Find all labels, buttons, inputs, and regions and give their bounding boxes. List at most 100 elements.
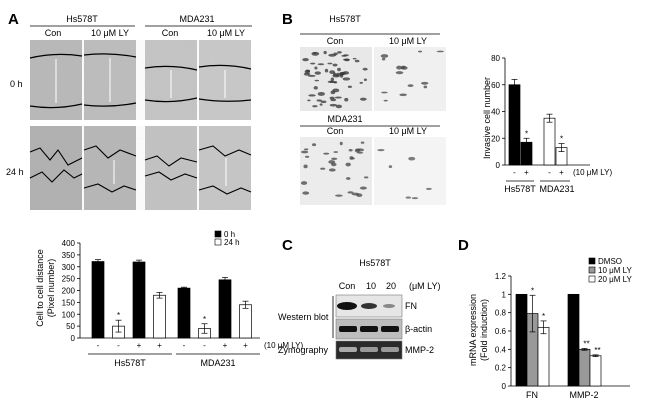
panel-b-cell-blob bbox=[339, 73, 344, 78]
panel-b-cell-blob bbox=[320, 100, 327, 104]
panel-c-dose-10: 10 bbox=[366, 281, 376, 291]
panel-d-star: * bbox=[531, 286, 534, 295]
panel-c-dose-con: Con bbox=[339, 281, 356, 291]
panel-b-cell-blob bbox=[360, 141, 365, 144]
panel-a-star: * bbox=[203, 315, 206, 324]
panel-b-cell-mda231: MDA231 bbox=[327, 114, 362, 124]
panel-c-band-actin: β-actin bbox=[405, 324, 432, 334]
panel-b-cell-blob bbox=[423, 85, 428, 89]
panel-a-bar bbox=[239, 304, 252, 339]
panel-a-col-con-1: Con bbox=[45, 28, 62, 38]
panel-b-cell-blob bbox=[377, 148, 385, 152]
panel-b-cell-blob bbox=[381, 57, 386, 61]
panel-b-cell-blob bbox=[329, 70, 335, 75]
panel-b-cell-blob bbox=[334, 96, 342, 99]
panel-b-cell-blob bbox=[351, 192, 360, 196]
panel-b-cell-blob bbox=[363, 176, 369, 179]
panel-b-cell-blob bbox=[312, 105, 318, 108]
panel-d-star: * bbox=[542, 312, 545, 321]
panel-b-treatment: (10 μM LY) bbox=[573, 168, 612, 177]
panel-b-sign: + bbox=[559, 168, 564, 177]
panel-a-ytick-label: 200 bbox=[62, 287, 76, 296]
panel-b-cell-blob bbox=[399, 93, 407, 97]
panel-a-sign: - bbox=[183, 341, 186, 350]
panel-b-cell-blob bbox=[332, 74, 340, 78]
panel-b-cell-blob bbox=[314, 79, 320, 82]
panel-b-ytick-label: 60 bbox=[491, 81, 500, 90]
panel-b-col-ly-2: 10 μM LY bbox=[389, 126, 427, 136]
panel-a-ytick-label: 400 bbox=[62, 239, 76, 248]
panel-a-sign: + bbox=[157, 341, 162, 350]
panel-b-cell-blob bbox=[359, 81, 363, 84]
panel-a-group-label: Hs578T bbox=[114, 358, 146, 368]
panel-b-cell-blob bbox=[334, 194, 343, 197]
panel-a-legend-label: 0 h bbox=[224, 230, 235, 239]
panel-a-col-ly-2: 10 μM LY bbox=[207, 28, 245, 38]
panel-c-band-mmp2: MMP-2 bbox=[405, 345, 434, 355]
panel-b-cell-blob bbox=[388, 165, 393, 169]
panel-b-cell-blob bbox=[328, 53, 337, 57]
panel-b-col-con-1: Con bbox=[327, 36, 344, 46]
panel-b-group-label: Hs578T bbox=[504, 184, 536, 194]
panel-b-cell-blob bbox=[342, 77, 351, 81]
panel-a-legend-swatch bbox=[214, 238, 222, 246]
panel-b-cell-blob bbox=[328, 168, 336, 172]
panel-a-bar bbox=[218, 279, 232, 339]
panel-d-ylabel-line1: mRNA expression bbox=[468, 294, 478, 366]
panel-a-sign: + bbox=[223, 341, 228, 350]
panel-a-time-0h: 0 h bbox=[10, 79, 23, 89]
panel-b-cell-blob bbox=[323, 152, 330, 155]
panel-b-cell-blob bbox=[359, 97, 367, 101]
panel-b-cell-blob bbox=[436, 50, 444, 53]
panel-b-sign: - bbox=[513, 168, 516, 177]
panel-b-cell-blob bbox=[324, 68, 329, 73]
panel-a-sign: - bbox=[203, 341, 206, 350]
panel-a-ylabel-line1: Cell to cell distance bbox=[35, 249, 45, 327]
panel-b-cell-blob bbox=[314, 66, 318, 70]
panel-a-group-label: MDA231 bbox=[200, 358, 235, 368]
panel-b-cell-blob bbox=[417, 50, 423, 53]
panel-b-cell-blob bbox=[337, 67, 341, 72]
panel-b-cell-blob bbox=[352, 57, 357, 60]
panel-a-ytick-label: 350 bbox=[62, 251, 76, 260]
panel-b-cell-blob bbox=[381, 91, 388, 94]
panel-b-col-ly-1: 10 μM LY bbox=[389, 36, 427, 46]
panel-d-star: ** bbox=[583, 339, 589, 348]
panel-b-cell-blob bbox=[342, 71, 350, 75]
panel-b-cell-blob bbox=[300, 181, 308, 185]
panel-d-letter: D bbox=[458, 237, 469, 254]
panel-a-scratch-images bbox=[29, 40, 252, 210]
panel-d-ytick-label: 0.4 bbox=[495, 345, 507, 354]
panel-b-cell-blob bbox=[301, 150, 309, 154]
panel-b-cell-blob bbox=[302, 191, 310, 195]
panel-a-treatment: (10 μM LY) bbox=[264, 341, 303, 350]
panel-b-cell-blob bbox=[363, 78, 367, 82]
panel-b-invasion-images bbox=[300, 47, 446, 205]
panel-b-cell-blob bbox=[331, 157, 338, 160]
panel-d-bar bbox=[515, 293, 528, 387]
panel-d-legend-label: 10 μM LY bbox=[598, 266, 632, 275]
panel-d-ylabel-line2: (Fold induction) bbox=[479, 299, 489, 361]
panel-b-cell-blob bbox=[407, 84, 414, 88]
panel-a-cell-mda231: MDA231 bbox=[179, 14, 214, 24]
panel-b-cell-blob bbox=[308, 94, 316, 97]
panel-b-cell-blob bbox=[344, 97, 349, 102]
panel-b-cell-blob bbox=[302, 58, 309, 62]
panel-b-cell-blob bbox=[330, 77, 335, 82]
panel-d-star: ** bbox=[594, 346, 600, 355]
panel-b-cell-blob bbox=[310, 62, 316, 65]
panel-a-legend-swatch bbox=[214, 230, 222, 238]
panel-b-letter: B bbox=[282, 11, 293, 28]
panel-b-cell-blob bbox=[408, 156, 416, 161]
panel-b-cell-blob bbox=[304, 155, 310, 158]
panel-b-ylabel: Invasive cell number bbox=[482, 77, 492, 159]
panel-b-cell-blob bbox=[347, 191, 354, 194]
panel-c-western-blot: Western blot bbox=[278, 312, 329, 322]
panel-b-cell-blob bbox=[411, 197, 419, 200]
panel-b-cell-blob bbox=[405, 196, 411, 199]
panel-b-cell-blob bbox=[329, 103, 338, 107]
panel-a-ytick-label: 100 bbox=[62, 310, 76, 319]
